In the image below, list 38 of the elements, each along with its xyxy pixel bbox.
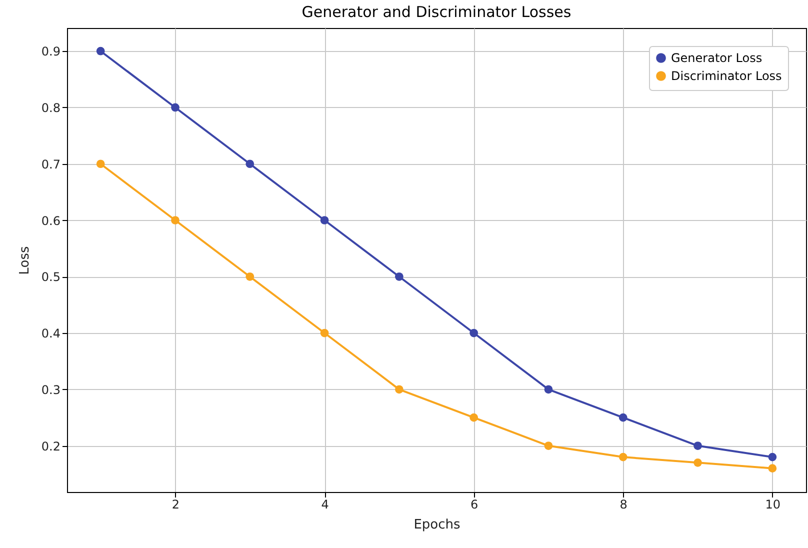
point — [171, 216, 180, 224]
point — [394, 272, 404, 281]
legend-label: Discriminator Loss — [671, 69, 782, 83]
point — [470, 328, 478, 338]
point — [171, 103, 180, 112]
point — [96, 46, 105, 56]
point — [768, 452, 777, 462]
x-tick-label: 2 — [172, 498, 180, 512]
x-tick-label: 8 — [620, 498, 628, 512]
x-tick-label: 6 — [470, 498, 478, 512]
y-tick-label: 0.9 — [41, 44, 60, 59]
point — [320, 216, 329, 224]
point — [768, 464, 777, 472]
point — [470, 413, 478, 422]
point — [544, 442, 553, 450]
point — [618, 452, 628, 462]
point — [694, 442, 702, 450]
x-axis-title: Epochs — [414, 518, 461, 532]
point — [544, 385, 553, 394]
chart-title: Generator and Discriminator Losses — [302, 3, 572, 21]
y-tick-label: 0.6 — [41, 214, 60, 228]
point — [618, 413, 628, 422]
point — [320, 328, 329, 338]
point — [96, 160, 105, 168]
legend-label: Generator Loss — [671, 51, 762, 65]
y-tick-label: 0.5 — [41, 270, 60, 284]
x-tick-label: 10 — [765, 498, 781, 512]
y-tick-label: 0.8 — [41, 100, 60, 115]
point — [394, 385, 404, 394]
y-tick-label: 0.2 — [41, 439, 60, 454]
y-tick-label: 0.4 — [41, 326, 60, 341]
x-tick-label: 4 — [321, 498, 329, 512]
y-tick-label: 0.7 — [41, 157, 60, 172]
y-axis-title: Loss — [17, 246, 32, 275]
point — [246, 272, 254, 281]
point — [694, 458, 702, 467]
y-tick-label: 0.3 — [41, 382, 60, 397]
point — [246, 160, 254, 168]
